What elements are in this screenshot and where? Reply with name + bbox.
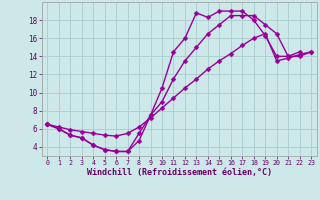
X-axis label: Windchill (Refroidissement éolien,°C): Windchill (Refroidissement éolien,°C) [87,168,272,177]
